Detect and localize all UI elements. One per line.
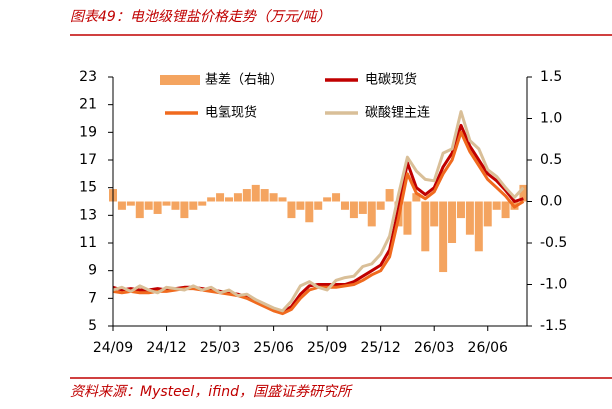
basis-bar xyxy=(412,193,421,202)
basis-bar xyxy=(349,201,358,219)
y2-tick-label: -1.0 xyxy=(540,277,567,293)
basis-bar xyxy=(323,197,332,202)
y-tick-label: 5 xyxy=(88,318,97,334)
y-tick-label: 23 xyxy=(79,69,97,85)
price-line xyxy=(112,123,524,314)
basis-bar xyxy=(251,184,260,202)
legend-label: 电碳现货 xyxy=(365,72,417,88)
x-tick-label: 25/09 xyxy=(307,340,347,356)
legend-label: 碳酸锂主连 xyxy=(365,105,430,121)
y-tick-label: 21 xyxy=(79,97,97,113)
x-tick-label: 24/12 xyxy=(146,340,186,356)
basis-bar xyxy=(332,193,341,202)
basis-bar xyxy=(421,201,430,252)
basis-bar xyxy=(314,201,323,210)
basis-bar xyxy=(117,201,126,210)
basis-bar xyxy=(180,201,189,219)
x-tick-label: 26/06 xyxy=(468,340,508,356)
basis-bar xyxy=(269,193,278,202)
basis-bar xyxy=(305,201,314,223)
legend-swatch xyxy=(160,75,200,85)
basis-bar xyxy=(144,201,153,210)
source-note: 资料来源：Mysteel，ifind，国盛证券研究所 xyxy=(70,384,353,400)
basis-bar xyxy=(171,201,180,210)
basis-bar xyxy=(278,197,287,202)
y-tick-label: 7 xyxy=(88,290,97,306)
basis-bar xyxy=(224,197,233,202)
y-tick-label: 11 xyxy=(79,235,97,251)
basis-bar xyxy=(162,201,171,206)
y-tick-label: 19 xyxy=(79,124,97,140)
basis-bar xyxy=(340,201,349,210)
y2-tick-label: 0.5 xyxy=(540,152,562,168)
legend-label: 电氢现货 xyxy=(205,105,257,121)
y2-tick-label: -1.5 xyxy=(540,318,567,334)
basis-bar xyxy=(260,189,269,202)
y-tick-label: 9 xyxy=(88,263,97,279)
basis-bar xyxy=(242,189,251,202)
basis-bar xyxy=(287,201,296,219)
price-line xyxy=(112,110,525,313)
basis-bar xyxy=(233,193,242,202)
basis-bar xyxy=(216,193,225,202)
y-tick-label: 17 xyxy=(79,152,97,168)
legend-label: 基差（右轴） xyxy=(205,73,283,88)
x-tick-label: 25/12 xyxy=(360,340,400,356)
basis-bar xyxy=(296,201,305,210)
y-tick-label: 13 xyxy=(79,207,97,223)
basis-bar xyxy=(358,201,367,214)
basis-bar xyxy=(189,201,198,210)
basis-bar xyxy=(403,201,412,235)
basis-bar xyxy=(126,201,135,206)
basis-bar xyxy=(483,201,492,227)
y2-tick-label: 0.0 xyxy=(540,194,562,210)
basis-bar xyxy=(501,201,510,219)
basis-bar xyxy=(385,189,394,202)
chart-title: 图表49：电池级锂盐价格走势（万元/吨） xyxy=(70,9,331,25)
x-tick-label: 25/06 xyxy=(253,340,293,356)
x-tick-label: 25/03 xyxy=(200,340,240,356)
basis-bar xyxy=(492,201,501,210)
y-tick-label: 15 xyxy=(79,180,97,196)
basis-bar xyxy=(135,201,144,219)
basis-bar xyxy=(430,201,439,227)
y2-tick-label: 1.5 xyxy=(540,69,562,85)
x-tick-label: 26/03 xyxy=(414,340,454,356)
basis-bar xyxy=(474,201,483,252)
basis-bar xyxy=(439,201,448,273)
basis-bar xyxy=(519,184,528,202)
basis-bar xyxy=(198,201,207,206)
basis-bar xyxy=(207,197,216,202)
basis-bar xyxy=(367,201,376,227)
y2-tick-label: -0.5 xyxy=(540,235,567,251)
basis-bar xyxy=(153,201,162,214)
y2-tick-label: 1.0 xyxy=(540,111,562,127)
basis-bar xyxy=(456,201,465,219)
basis-bar xyxy=(465,201,474,235)
basis-bar xyxy=(376,201,385,210)
basis-bar xyxy=(448,201,457,243)
x-tick-label: 24/09 xyxy=(93,340,133,356)
